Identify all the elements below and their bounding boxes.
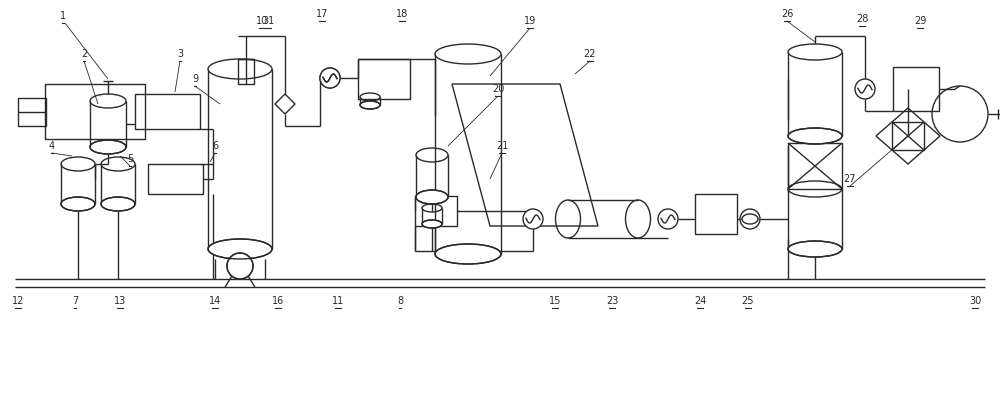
Text: 12: 12 (12, 296, 24, 306)
Bar (148, 164, 203, 194)
Text: 3: 3 (177, 49, 183, 59)
Ellipse shape (101, 197, 135, 211)
Text: 22: 22 (584, 49, 596, 59)
Bar (238, 59, 254, 84)
Bar (135, 94, 200, 129)
Text: 5: 5 (127, 154, 133, 164)
Text: 6: 6 (212, 141, 218, 151)
Ellipse shape (422, 220, 442, 228)
Text: 30: 30 (969, 296, 981, 306)
Bar (45, 84, 145, 139)
Text: 11: 11 (332, 296, 344, 306)
Circle shape (523, 209, 543, 229)
Bar (788, 143, 842, 189)
Ellipse shape (788, 241, 842, 257)
Text: 9: 9 (192, 74, 198, 84)
Ellipse shape (788, 128, 842, 144)
Text: 17: 17 (316, 9, 328, 19)
Circle shape (227, 253, 253, 279)
Text: 13: 13 (114, 296, 126, 306)
Bar (18, 98, 46, 126)
Ellipse shape (208, 239, 272, 259)
Circle shape (320, 68, 340, 88)
Circle shape (740, 209, 760, 229)
Text: 19: 19 (524, 16, 536, 26)
Text: 7: 7 (72, 296, 78, 306)
Ellipse shape (61, 197, 95, 211)
Text: 15: 15 (549, 296, 561, 306)
Text: 14: 14 (209, 296, 221, 306)
Bar (893, 67, 939, 111)
Ellipse shape (360, 101, 380, 109)
Bar (892, 122, 924, 150)
Text: 20: 20 (492, 84, 504, 94)
Ellipse shape (435, 244, 501, 264)
Text: 4: 4 (49, 141, 55, 151)
Text: 2: 2 (81, 49, 87, 59)
Text: 21: 21 (496, 141, 508, 151)
Text: 24: 24 (694, 296, 706, 306)
Text: 10: 10 (256, 16, 268, 26)
Polygon shape (275, 94, 295, 114)
Text: 31: 31 (262, 16, 274, 26)
Text: 28: 28 (856, 14, 868, 24)
Circle shape (320, 68, 340, 88)
Circle shape (658, 209, 678, 229)
Bar (415, 196, 457, 226)
Circle shape (855, 79, 875, 99)
Text: 29: 29 (914, 16, 926, 26)
Text: 25: 25 (742, 296, 754, 306)
Text: 27: 27 (844, 174, 856, 184)
Ellipse shape (416, 190, 448, 204)
Text: 23: 23 (606, 296, 618, 306)
Text: 1: 1 (60, 11, 66, 21)
Bar (358, 59, 410, 99)
Ellipse shape (90, 140, 126, 154)
Text: 8: 8 (397, 296, 403, 306)
Text: 18: 18 (396, 9, 408, 19)
Text: 26: 26 (781, 9, 793, 19)
Bar (695, 194, 737, 234)
Text: 16: 16 (272, 296, 284, 306)
